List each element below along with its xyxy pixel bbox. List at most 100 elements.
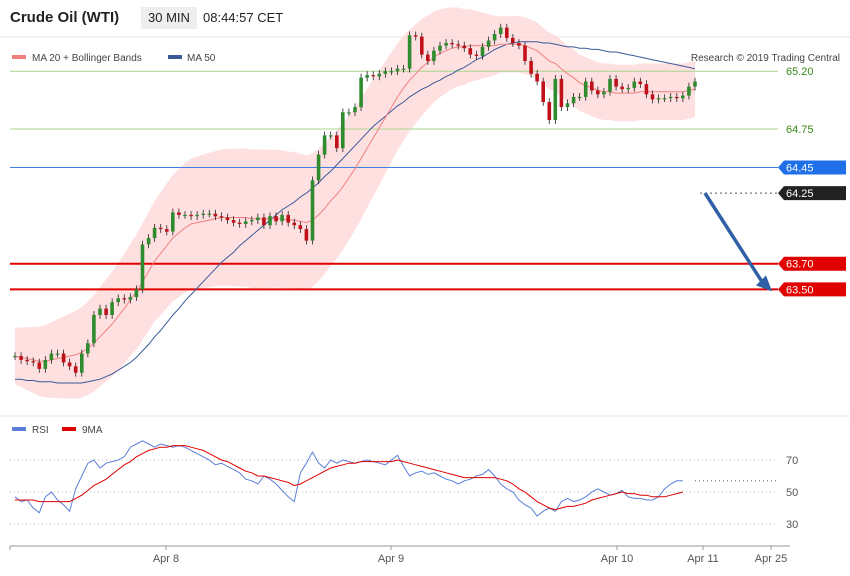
candle-body — [656, 98, 661, 100]
candle-body — [444, 43, 448, 46]
candle-body — [535, 73, 539, 82]
research-credit: Research © 2019 Trading Central — [691, 53, 840, 64]
candle-body — [571, 96, 576, 104]
candle-body — [207, 213, 212, 215]
candle-body — [565, 103, 570, 108]
candle-body — [644, 84, 649, 95]
candle-body — [237, 222, 242, 224]
candle-body — [19, 356, 23, 360]
candle-body — [675, 96, 679, 99]
chart-header: Crude Oil (WTI) 30 MIN 08:44:57 CET — [0, 0, 850, 36]
candle-body — [681, 95, 685, 99]
rsi-line — [14, 440, 683, 517]
candle-body — [268, 216, 272, 226]
candle-body — [426, 54, 430, 61]
candle-body — [389, 71, 394, 73]
candle-body — [359, 77, 363, 108]
level-tag — [778, 186, 846, 201]
ma20-line — [14, 43, 696, 362]
ma50-line — [15, 41, 696, 384]
candle-body — [201, 213, 205, 215]
candle-body — [262, 217, 266, 226]
rsi-gridlines: 70 50 30 — [10, 455, 798, 531]
candle-body — [626, 87, 630, 90]
candle-body — [256, 217, 260, 221]
level-label: 64.75 — [786, 124, 814, 136]
candle-body — [250, 220, 254, 222]
candle-body — [395, 68, 400, 72]
price-level-labels: 65.20 64.75 64.45 64.25 63.70 63.50 — [778, 66, 846, 297]
main-legend: MA 20 + Bollinger Bands MA 50 Research ©… — [12, 53, 840, 64]
candle-body — [553, 78, 558, 120]
ma50-legend-swatch — [168, 55, 182, 59]
candle-body — [596, 90, 600, 95]
candle-body — [383, 71, 388, 74]
rsi-level-label: 30 — [786, 519, 798, 531]
candle-body — [213, 213, 218, 217]
timestamp: 08:44:57 CET — [203, 10, 284, 25]
level-tag — [778, 160, 846, 175]
candle-body — [310, 180, 315, 241]
x-tick-label: Apr 10 — [601, 553, 633, 565]
candle-body — [480, 46, 485, 56]
candle-body — [37, 362, 42, 369]
candle-body — [165, 229, 169, 232]
candle-body — [462, 45, 467, 49]
ma20-legend-swatch — [12, 55, 26, 59]
candle-body — [171, 212, 175, 232]
timeframe-badge[interactable]: 30 MIN — [141, 7, 197, 29]
candle-body — [468, 48, 473, 55]
candle-body — [43, 359, 48, 369]
rsi-ma-legend-swatch — [62, 427, 76, 431]
candle-body — [49, 353, 54, 360]
rsi-ma-line — [15, 445, 684, 511]
candle-body — [662, 98, 667, 100]
x-tick-label: Apr 25 — [755, 553, 787, 565]
candle-body — [529, 61, 533, 74]
candle-body — [517, 43, 521, 46]
candle-body — [614, 78, 618, 87]
moving-averages — [14, 41, 696, 384]
candle-body — [559, 78, 564, 108]
candle-body — [225, 217, 230, 221]
level-label: 63.70 — [786, 259, 814, 271]
candle-body — [219, 216, 224, 218]
x-tick-label: Apr 9 — [378, 553, 404, 565]
candle-body — [13, 356, 17, 358]
candle-body — [371, 75, 375, 77]
level-label: 63.50 — [786, 284, 814, 296]
candle-body — [335, 135, 339, 149]
x-tick-label: Apr 8 — [153, 553, 179, 565]
candle-body — [110, 302, 114, 315]
forecast-arrow — [703, 192, 772, 292]
candle-body — [608, 78, 612, 92]
candle-body — [547, 102, 552, 120]
candle-body — [407, 35, 412, 69]
level-tag — [778, 282, 846, 297]
candle-body — [353, 107, 357, 113]
candle-body — [511, 37, 515, 43]
candle-body — [86, 343, 90, 354]
candle-body — [486, 40, 491, 47]
level-tag — [778, 256, 846, 271]
ma20-legend-label: MA 20 + Bollinger Bands — [32, 53, 142, 64]
candle-body — [243, 221, 248, 224]
candle-body — [401, 68, 406, 70]
instrument-title: Crude Oil (WTI) — [10, 9, 120, 26]
candle-body — [450, 43, 454, 45]
candle-body — [140, 244, 145, 290]
rsi-legend-swatch — [12, 427, 26, 431]
level-label: 64.45 — [786, 162, 814, 174]
candle-body — [438, 45, 442, 51]
candle-body — [25, 359, 29, 362]
candle-body — [189, 214, 193, 217]
bollinger-band — [15, 7, 695, 399]
candle-body — [177, 212, 181, 215]
candle-body — [73, 366, 78, 373]
candle-body — [67, 362, 72, 367]
candle-body — [322, 135, 327, 155]
candle-body — [456, 44, 460, 46]
x-axis: Apr 8 Apr 9 Apr 10 Apr 11 Apr 25 — [9, 545, 790, 565]
candle-body — [304, 229, 309, 241]
